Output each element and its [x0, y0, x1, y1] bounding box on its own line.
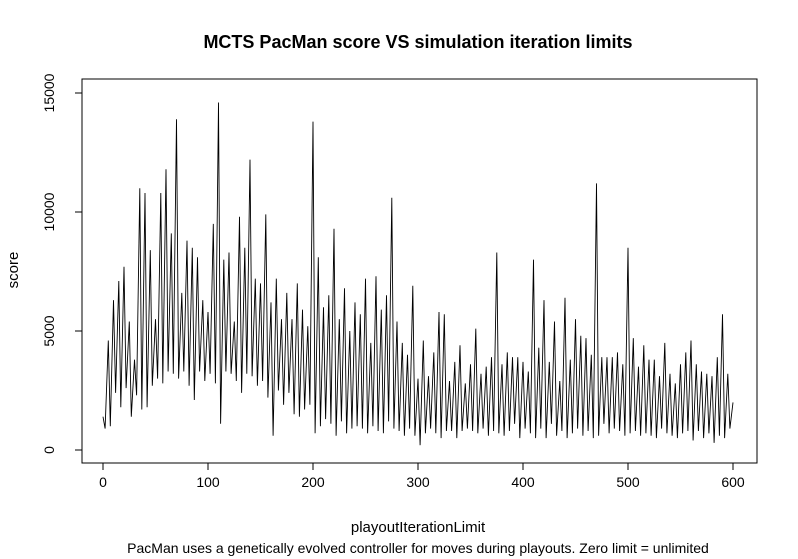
x-tick-label: 0: [99, 474, 107, 490]
x-tick-label: 600: [721, 474, 745, 490]
x-tick-label: 300: [406, 474, 430, 490]
x-axis: 0 100 200 300 400 500 600: [99, 462, 745, 490]
x-axis-label: playoutIterationLimit: [351, 519, 486, 536]
y-tick-label: 15000: [41, 73, 57, 112]
x-tick-label: 400: [511, 474, 535, 490]
y-tick-label: 5000: [41, 315, 57, 346]
y-axis-label: score: [5, 252, 22, 289]
x-tick-label: 100: [196, 474, 220, 490]
y-tick-label: 0: [41, 446, 57, 454]
y-axis: 0 5000 10000 15000: [41, 73, 83, 454]
chart-subtitle: PacMan uses a genetically evolved contro…: [127, 540, 709, 556]
chart-title: MCTS PacMan score VS simulation iteratio…: [203, 32, 632, 52]
y-tick-label: 10000: [41, 192, 57, 231]
x-tick-label: 200: [301, 474, 325, 490]
x-tick-label: 500: [616, 474, 640, 490]
series-line: [102, 102, 734, 446]
